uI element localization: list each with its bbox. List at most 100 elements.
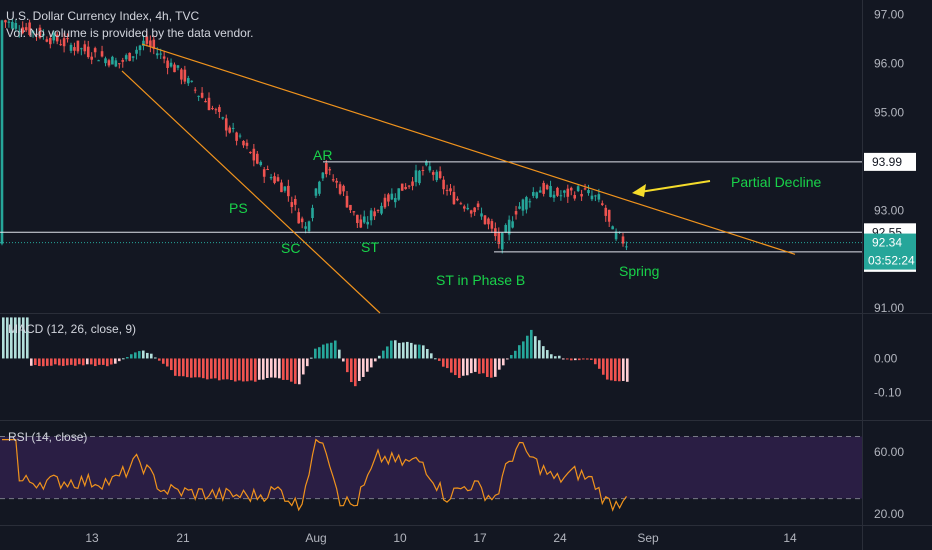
rsi-title: RSI (14, close) (8, 430, 88, 444)
macd-histogram-bar (538, 340, 541, 359)
macd-histogram-bar (58, 358, 61, 366)
candle-body (73, 47, 76, 51)
candle-body (7, 21, 11, 23)
price-axis-tick: 93.00 (874, 203, 904, 217)
candle-body (290, 202, 294, 207)
candle-body (559, 195, 563, 197)
macd-histogram-bar (306, 358, 309, 367)
macd-histogram-bar (374, 358, 377, 362)
candle-body (331, 179, 335, 181)
macd-histogram-bar (154, 357, 157, 359)
candle-body (521, 199, 525, 211)
candle-body (149, 40, 152, 47)
candle-body (242, 140, 245, 146)
macd-histogram-bar (510, 355, 513, 359)
candle-body (414, 170, 418, 183)
macd-histogram-bar (150, 353, 153, 359)
candle-body (369, 210, 373, 221)
macd-histogram-bar (178, 358, 181, 377)
candle-body (207, 97, 211, 111)
macd-histogram-bar (206, 358, 209, 380)
macd-histogram-bar (458, 358, 461, 378)
candle-body (418, 170, 421, 184)
candle-body (466, 207, 470, 210)
macd-histogram-bar (430, 353, 433, 359)
candle-body (235, 132, 238, 141)
macd-histogram-bar (566, 358, 569, 360)
macd-histogram-bar (530, 329, 533, 359)
candle-body (66, 38, 69, 40)
candle-body (293, 198, 297, 205)
candle-body (545, 185, 549, 190)
macd-histogram-bar (126, 357, 129, 359)
macd-histogram-bar (166, 358, 169, 367)
candle-body (273, 176, 276, 183)
candle-body (211, 108, 214, 110)
candle-body (97, 60, 100, 62)
level-badge-text: 93.99 (872, 155, 902, 169)
candle-body (83, 44, 87, 52)
candle-body (266, 169, 269, 171)
macd-histogram-bar (518, 345, 521, 359)
macd-histogram-bar (370, 358, 373, 368)
macd-histogram-bar (550, 354, 553, 359)
macd-histogram-bar (122, 358, 125, 360)
macd-histogram-bar (446, 358, 449, 369)
candle-body (511, 221, 514, 228)
macd-histogram-bar (82, 358, 85, 366)
candle-body (594, 195, 597, 197)
countdown-text: 03:52:24 (868, 254, 915, 268)
macd-histogram-bar (486, 358, 489, 377)
candle-body (549, 186, 552, 198)
candle-body (421, 170, 425, 172)
candle-body (397, 188, 401, 200)
macd-histogram-bar (610, 358, 613, 381)
candle-body (38, 27, 42, 38)
candle-body (104, 58, 107, 64)
candle-body (152, 39, 156, 49)
candle-body (59, 44, 62, 46)
candle-body (404, 186, 407, 190)
candle-body (159, 53, 162, 55)
macd-histogram-bar (34, 358, 37, 366)
candle-body (452, 191, 456, 205)
macd-histogram-bar (38, 358, 41, 367)
macd-histogram-bar (546, 350, 549, 359)
macd-histogram-bar (110, 358, 113, 365)
macd-histogram-bar (622, 358, 625, 381)
candle-body (325, 162, 328, 175)
candle-body (573, 195, 576, 199)
candle-body (314, 188, 318, 196)
candle-body (376, 209, 380, 211)
candle-body (621, 236, 625, 244)
candle-body (373, 211, 376, 217)
candle-body (431, 172, 435, 175)
candle-body (138, 45, 142, 51)
macd-histogram-bar (406, 341, 409, 359)
candle-body (269, 176, 273, 179)
macd-histogram-bar (330, 342, 333, 359)
macd-histogram-bar (262, 358, 265, 380)
candle-body (307, 221, 311, 232)
macd-histogram-bar (30, 358, 33, 366)
macd-histogram-bar (570, 358, 573, 361)
candle-body (259, 161, 263, 166)
candle-body (121, 60, 125, 62)
candle-body (525, 197, 528, 210)
candle-body (328, 169, 332, 171)
candle-body (197, 95, 200, 97)
macd-histogram-bar (194, 358, 197, 378)
macd-histogram-bar (106, 358, 109, 367)
candle-body (55, 34, 59, 42)
macd-histogram-bar (134, 352, 137, 359)
macd-histogram-bar (402, 342, 405, 359)
candle-body (583, 188, 587, 190)
macd-histogram-bar (182, 358, 185, 377)
candle-body (187, 78, 190, 84)
rsi-axis-tick: 60.00 (874, 445, 904, 459)
macd-histogram-bar (66, 358, 69, 366)
candle-body (145, 36, 149, 44)
time-axis-tick: 24 (553, 531, 567, 545)
